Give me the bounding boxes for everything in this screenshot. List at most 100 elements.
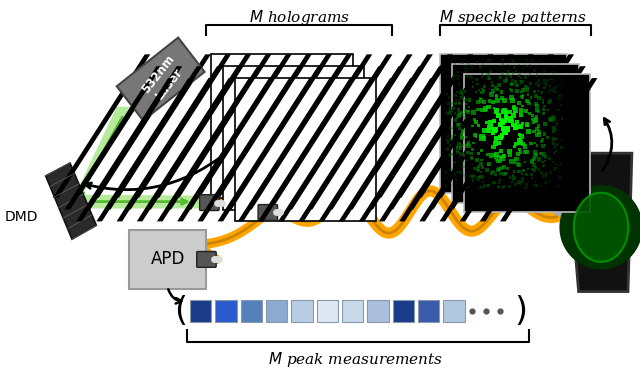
- Point: [459, 153, 469, 159]
- Point: [523, 98, 533, 104]
- Point: [489, 105, 499, 111]
- Polygon shape: [440, 78, 537, 222]
- Point: [447, 101, 458, 107]
- Point: [510, 79, 520, 85]
- Point: [480, 83, 490, 89]
- Point: [527, 166, 538, 172]
- Point: [525, 63, 535, 69]
- Point: [511, 68, 521, 74]
- Point: [454, 97, 465, 103]
- Point: [505, 157, 515, 163]
- Polygon shape: [234, 54, 332, 198]
- Point: [476, 63, 486, 69]
- Point: [518, 86, 529, 92]
- Polygon shape: [226, 66, 323, 210]
- Bar: [317, 300, 338, 322]
- Point: [485, 120, 495, 126]
- Point: [548, 128, 559, 134]
- Point: [531, 182, 541, 188]
- Point: [496, 116, 506, 122]
- Point: [458, 59, 468, 65]
- Point: [450, 110, 460, 116]
- Point: [456, 176, 466, 182]
- Point: [446, 107, 456, 113]
- Polygon shape: [335, 54, 433, 198]
- Point: [505, 73, 515, 79]
- Point: [460, 88, 470, 94]
- Point: [508, 70, 518, 76]
- Point: [453, 76, 463, 82]
- Point: [452, 115, 462, 121]
- Point: [513, 151, 523, 157]
- Point: [495, 154, 506, 160]
- Polygon shape: [359, 78, 456, 222]
- Point: [505, 183, 515, 189]
- Point: [526, 141, 536, 147]
- Point: [454, 81, 464, 87]
- Point: [497, 90, 507, 95]
- Polygon shape: [258, 78, 355, 222]
- Point: [514, 62, 524, 68]
- Point: [474, 87, 484, 93]
- Point: [489, 152, 499, 158]
- Point: [444, 94, 454, 100]
- Point: [545, 169, 556, 175]
- Point: [468, 84, 478, 90]
- Point: [445, 67, 456, 73]
- Point: [468, 178, 478, 184]
- Point: [456, 132, 467, 138]
- Point: [486, 91, 497, 97]
- Point: [532, 103, 542, 109]
- Point: [497, 133, 508, 139]
- Point: [501, 170, 511, 176]
- Point: [444, 100, 454, 106]
- Point: [536, 183, 547, 189]
- Polygon shape: [456, 54, 554, 198]
- Point: [509, 104, 519, 110]
- Point: [491, 171, 501, 177]
- Point: [489, 118, 499, 124]
- Point: [534, 131, 544, 137]
- Point: [521, 108, 531, 114]
- Point: [520, 74, 531, 80]
- Point: [531, 151, 541, 157]
- Point: [554, 97, 564, 103]
- Point: [548, 159, 558, 165]
- Point: [518, 77, 529, 83]
- Polygon shape: [460, 78, 557, 222]
- Point: [473, 99, 483, 105]
- Point: [451, 113, 461, 119]
- Point: [509, 158, 519, 164]
- Polygon shape: [327, 66, 424, 210]
- Polygon shape: [488, 66, 586, 210]
- Point: [509, 123, 519, 129]
- Point: [495, 63, 505, 69]
- Point: [490, 140, 500, 146]
- Point: [479, 107, 490, 113]
- Point: [456, 87, 467, 93]
- Point: [472, 81, 483, 87]
- Point: [511, 119, 522, 125]
- Point: [502, 109, 512, 115]
- Point: [487, 169, 497, 175]
- Point: [498, 156, 508, 162]
- Point: [454, 100, 464, 106]
- Polygon shape: [246, 66, 344, 210]
- Point: [505, 148, 515, 154]
- Point: [463, 140, 474, 145]
- Point: [473, 176, 483, 182]
- Point: [509, 123, 520, 129]
- Point: [473, 175, 483, 181]
- Point: [545, 116, 555, 122]
- Polygon shape: [116, 38, 205, 120]
- Polygon shape: [237, 78, 335, 222]
- Point: [527, 175, 538, 181]
- Point: [551, 63, 561, 69]
- Point: [505, 86, 515, 92]
- Point: [479, 184, 490, 189]
- Point: [512, 125, 522, 131]
- Point: [463, 74, 473, 80]
- Polygon shape: [419, 78, 516, 222]
- Point: [527, 113, 538, 119]
- Point: [540, 80, 550, 86]
